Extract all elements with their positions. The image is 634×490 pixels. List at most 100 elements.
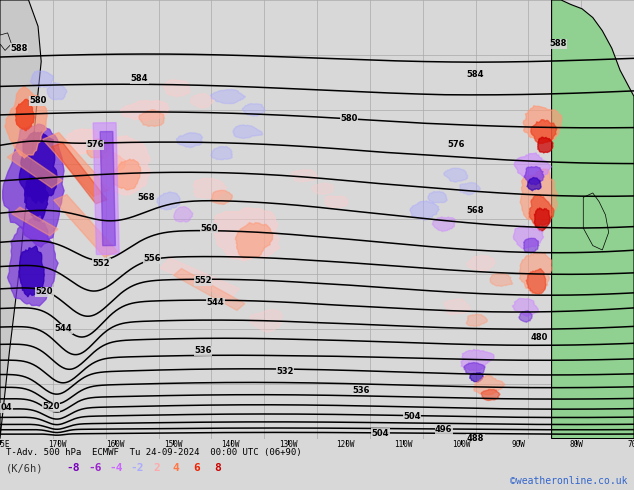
Polygon shape	[30, 71, 53, 87]
Polygon shape	[410, 201, 439, 220]
Polygon shape	[432, 217, 455, 232]
Polygon shape	[160, 258, 240, 299]
Polygon shape	[583, 193, 609, 250]
Text: 80W: 80W	[569, 440, 583, 449]
Polygon shape	[5, 86, 47, 158]
Text: 4: 4	[173, 464, 179, 473]
Polygon shape	[214, 208, 280, 261]
Polygon shape	[25, 175, 48, 221]
Polygon shape	[474, 375, 505, 395]
Polygon shape	[526, 269, 546, 294]
Polygon shape	[19, 132, 57, 203]
Text: 580: 580	[29, 97, 47, 105]
Polygon shape	[514, 226, 543, 248]
Polygon shape	[190, 94, 214, 108]
Text: ©weatheronline.co.uk: ©weatheronline.co.uk	[510, 476, 628, 486]
Text: 532: 532	[276, 368, 294, 376]
Polygon shape	[467, 255, 495, 271]
Polygon shape	[12, 207, 58, 236]
Text: 90W: 90W	[512, 440, 526, 449]
Polygon shape	[481, 390, 500, 400]
Polygon shape	[250, 310, 282, 332]
Polygon shape	[51, 143, 107, 204]
Text: -4: -4	[109, 464, 123, 473]
Text: 8: 8	[214, 464, 221, 473]
Polygon shape	[538, 137, 553, 153]
Polygon shape	[120, 100, 169, 121]
Text: 584: 584	[131, 74, 148, 83]
Text: 175E: 175E	[0, 440, 10, 449]
Polygon shape	[470, 373, 483, 382]
Polygon shape	[514, 153, 552, 181]
Polygon shape	[42, 132, 110, 196]
Polygon shape	[3, 124, 64, 247]
Polygon shape	[100, 131, 115, 245]
Polygon shape	[93, 122, 119, 254]
Polygon shape	[519, 252, 552, 294]
Text: 568: 568	[137, 193, 155, 202]
Text: 520: 520	[42, 402, 60, 412]
Polygon shape	[113, 159, 141, 190]
Polygon shape	[461, 349, 494, 370]
Text: 140W: 140W	[221, 440, 240, 449]
Text: 588: 588	[549, 39, 567, 49]
Polygon shape	[211, 147, 232, 160]
Polygon shape	[464, 363, 485, 374]
Text: 520: 520	[36, 287, 53, 296]
Text: 536: 536	[353, 386, 370, 395]
Text: 552: 552	[194, 276, 212, 285]
Polygon shape	[444, 299, 470, 315]
Polygon shape	[521, 169, 557, 220]
Text: 588: 588	[10, 44, 28, 53]
Polygon shape	[428, 192, 447, 203]
Polygon shape	[0, 33, 11, 50]
Text: -2: -2	[131, 464, 145, 473]
Polygon shape	[47, 82, 67, 99]
Polygon shape	[490, 273, 512, 286]
Polygon shape	[19, 246, 44, 297]
Polygon shape	[519, 311, 532, 322]
Polygon shape	[527, 177, 541, 191]
Polygon shape	[466, 315, 488, 326]
Polygon shape	[512, 298, 538, 316]
Polygon shape	[211, 89, 245, 103]
Polygon shape	[67, 129, 97, 154]
Polygon shape	[193, 178, 227, 198]
Polygon shape	[233, 125, 262, 139]
Polygon shape	[101, 136, 150, 195]
Polygon shape	[87, 139, 110, 158]
Polygon shape	[157, 192, 180, 210]
Polygon shape	[524, 167, 544, 185]
Polygon shape	[139, 110, 164, 126]
Text: 04: 04	[1, 403, 12, 413]
Polygon shape	[534, 208, 550, 231]
Polygon shape	[176, 133, 203, 147]
Text: 130W: 130W	[279, 440, 297, 449]
Text: 110W: 110W	[394, 440, 413, 449]
Text: 576: 576	[86, 140, 104, 149]
Text: 544: 544	[207, 298, 224, 307]
Text: 504: 504	[372, 429, 389, 438]
Polygon shape	[444, 168, 468, 182]
Text: 580: 580	[29, 97, 47, 105]
Text: 556: 556	[143, 254, 161, 263]
Text: (K/6h): (K/6h)	[6, 464, 44, 473]
Text: 576: 576	[448, 140, 465, 149]
Polygon shape	[235, 222, 273, 258]
Polygon shape	[0, 0, 41, 439]
Polygon shape	[531, 120, 557, 144]
Polygon shape	[312, 183, 333, 194]
Text: 580: 580	[340, 114, 358, 123]
Text: 496: 496	[435, 425, 453, 434]
Polygon shape	[212, 190, 233, 204]
Polygon shape	[174, 207, 193, 222]
Polygon shape	[16, 99, 34, 131]
Polygon shape	[54, 195, 117, 257]
Polygon shape	[524, 238, 539, 253]
Polygon shape	[8, 150, 62, 188]
Text: T-Adv. 500 hPa  ECMWF  Tu 24-09-2024  00:00 UTC (06+90): T-Adv. 500 hPa ECMWF Tu 24-09-2024 00:00…	[6, 448, 302, 457]
Text: 160W: 160W	[106, 440, 124, 449]
Polygon shape	[174, 269, 245, 310]
Polygon shape	[529, 195, 554, 226]
Text: 560: 560	[200, 223, 218, 233]
